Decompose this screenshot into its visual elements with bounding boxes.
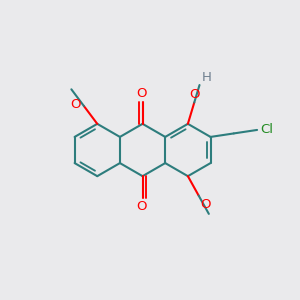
Text: O: O (136, 87, 146, 100)
Text: O: O (70, 98, 80, 111)
Text: Cl: Cl (260, 123, 273, 136)
Text: O: O (200, 198, 211, 211)
Text: H: H (202, 71, 212, 84)
Text: O: O (189, 88, 200, 101)
Text: O: O (136, 200, 146, 213)
